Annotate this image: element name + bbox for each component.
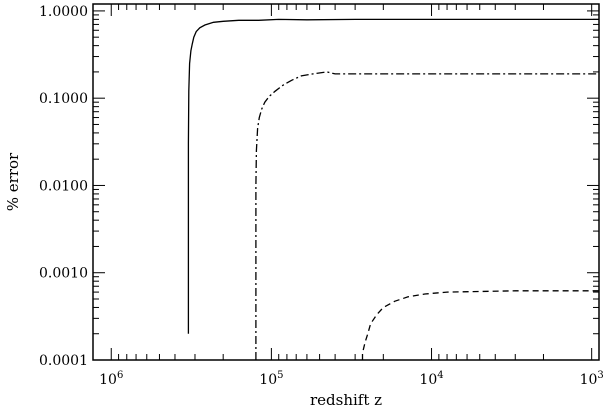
x-tick-base: 10 — [580, 372, 598, 388]
series-line-dashed — [361, 290, 599, 360]
x-tick-exponent: 5 — [277, 370, 283, 381]
y-tick-label: 0.0010 — [39, 266, 88, 282]
x-tick-base: 10 — [419, 372, 437, 388]
y-tick-label: 0.0001 — [39, 353, 88, 369]
x-tick-base: 10 — [99, 372, 117, 388]
x-tick-label: 103 — [580, 370, 603, 388]
y-tick-label: 1.0000 — [39, 4, 88, 20]
x-tick-label: 105 — [259, 370, 283, 388]
series-line-solid — [187, 18, 599, 334]
series-line-dashdot — [255, 71, 599, 360]
x-tick-exponent: 6 — [117, 370, 123, 381]
x-tick-base: 10 — [259, 372, 277, 388]
x-tick-label: 104 — [419, 370, 443, 388]
x-tick-exponent: 3 — [597, 370, 603, 381]
y-tick-label: 0.0100 — [39, 178, 88, 194]
series-layer — [187, 18, 599, 360]
y-axis-label: % error — [4, 152, 22, 211]
tick-labels-layer: 106 105 104 1031.00000.10000.01000.00100.00… — [39, 4, 603, 388]
x-tick-label: 106 — [99, 370, 123, 388]
x-tick-exponent: 4 — [437, 370, 443, 381]
ticks-layer — [93, 4, 600, 361]
plot-frame — [92, 3, 600, 361]
x-axis-label: redshift z — [310, 391, 382, 409]
y-tick-label: 0.1000 — [39, 91, 88, 107]
